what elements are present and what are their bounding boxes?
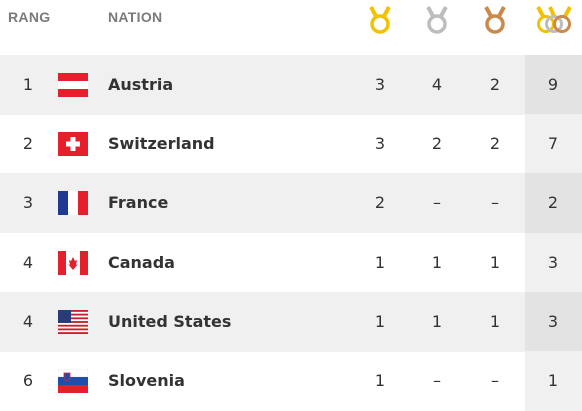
nation: United States: [108, 311, 232, 331]
total-cell-bg: [525, 351, 582, 411]
gold: 3: [374, 134, 386, 154]
bronze-icon: [484, 6, 506, 34]
rank: 4: [22, 311, 34, 331]
rank: 1: [22, 75, 34, 94]
rank: 3: [22, 193, 34, 213]
gold: 1: [374, 371, 386, 390]
flag: [58, 309, 88, 334]
gold: 3: [374, 75, 386, 94]
silver: –: [433, 193, 441, 213]
flag: [58, 73, 88, 97]
nation: Switzerland: [108, 134, 215, 154]
total: 9: [547, 75, 559, 94]
total-cell-bg: [525, 173, 582, 234]
header: RANG NATION: [0, 0, 582, 55]
flag: [58, 250, 88, 275]
nation: France: [108, 193, 169, 213]
silver-icon: [426, 6, 448, 34]
gold: 1: [374, 252, 386, 272]
bronze: 1: [489, 311, 501, 331]
table-row: 4 United States 1 1 1 3: [0, 291, 582, 352]
bronze: 1: [489, 252, 501, 272]
rank-header: RANG: [8, 9, 51, 25]
nation: Slovenia: [108, 371, 185, 390]
gold: 1: [374, 311, 386, 331]
silver: 4: [431, 75, 443, 94]
rank: 2: [22, 134, 34, 154]
gold-icon: [369, 6, 391, 34]
gold: 2: [374, 193, 386, 213]
total: 2: [547, 193, 559, 213]
bronze: 2: [489, 134, 501, 154]
total-cell-bg: [525, 55, 582, 115]
bronze: 2: [489, 75, 501, 94]
bronze: –: [491, 193, 499, 213]
nation: Austria: [108, 75, 174, 94]
total: 7: [547, 134, 559, 154]
silver: 1: [431, 252, 443, 272]
rank: 4: [22, 252, 34, 272]
flag: [58, 132, 88, 157]
total-cell-bg: [525, 114, 582, 175]
silver: 1: [431, 311, 443, 331]
total-icon: [536, 6, 572, 33]
silver: –: [433, 371, 441, 390]
total-cell-bg: [525, 291, 582, 352]
table-row: 3 France 2 – – 2: [0, 173, 582, 234]
flag: [58, 369, 88, 393]
total: 3: [547, 311, 559, 331]
table-row: 4 Canada 1 1 1 3: [0, 232, 582, 293]
total-cell-bg: [525, 232, 582, 293]
total: 3: [547, 252, 559, 272]
silver: 2: [431, 134, 443, 154]
nation: Canada: [108, 252, 175, 272]
rank: 6: [22, 371, 34, 390]
flag: [58, 191, 88, 216]
table-row: 2 Switzerland 3 2 2 7: [0, 114, 582, 175]
bronze: –: [491, 371, 499, 390]
table-row: 1 Austria 3 4 2 9: [0, 55, 582, 115]
total: 1: [547, 371, 559, 390]
table-row: 6 Slovenia 1 – – 1: [0, 351, 582, 411]
nation-header: NATION: [108, 9, 163, 25]
